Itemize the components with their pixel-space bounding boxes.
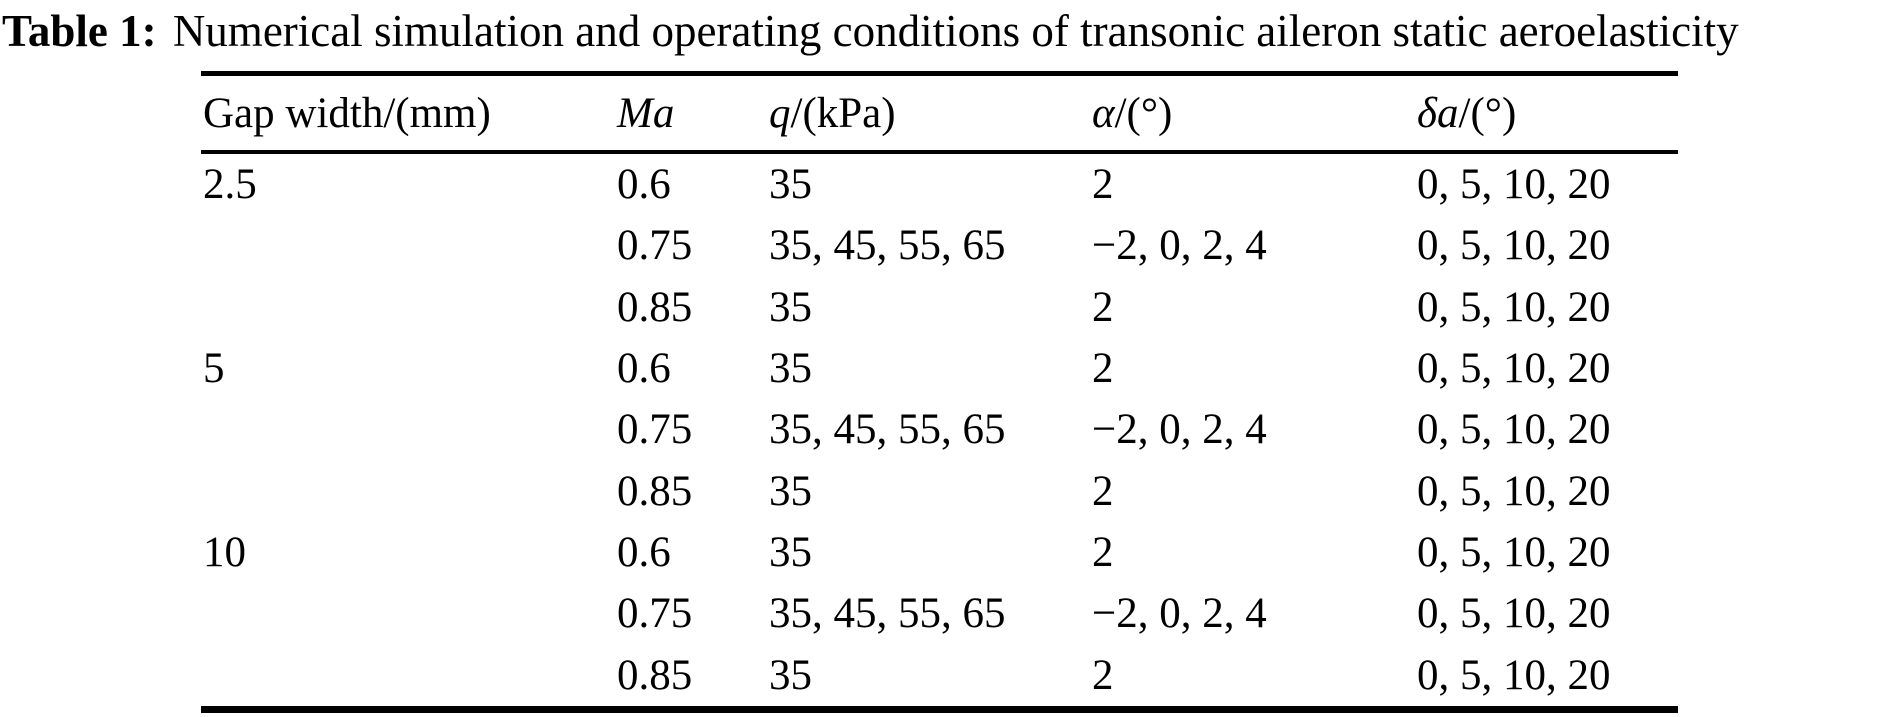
cell-dynamic-pressure: 35: [769, 651, 812, 699]
cell-mach: 0.6: [617, 345, 671, 393]
table-row: 0.75 35, 45, 55, 65 −2, 0, 2, 4 0, 5, 10…: [201, 399, 1678, 460]
cell-gap-width: [201, 277, 615, 338]
cell-dynamic-pressure: 35, 45, 55, 65: [769, 222, 1006, 270]
table-caption: Table 1: Numerical simulation and operati…: [2, 4, 1739, 58]
cell-dynamic-pressure: 35: [769, 345, 812, 393]
cell-gap-width: [201, 644, 615, 709]
header-roman-part: /(°): [1458, 89, 1517, 137]
cell-dynamic-pressure: 35: [769, 528, 812, 576]
cell-aileron-deflection: 0, 5, 10, 20: [1417, 345, 1611, 393]
table-row: 0.75 35, 45, 55, 65 −2, 0, 2, 4 0, 5, 10…: [201, 583, 1678, 644]
header-italic-part: α: [1092, 89, 1115, 137]
cell-aileron-deflection: 0, 5, 10, 20: [1417, 590, 1611, 638]
cell-aileron-deflection: 0, 5, 10, 20: [1417, 528, 1611, 576]
table-row: 0.85 35 2 0, 5, 10, 20: [201, 460, 1678, 521]
header-roman-part: Gap width/(mm): [203, 89, 491, 137]
cell-alpha: −2, 0, 2, 4: [1092, 222, 1267, 270]
header-row: Gap width/(mm) Ma q/(kPa) α/(°) δa/(°): [201, 73, 1678, 154]
cell-gap-width: 2.5: [203, 161, 257, 209]
cell-gap-width: [201, 583, 615, 644]
cell-alpha: −2, 0, 2, 4: [1092, 406, 1267, 454]
cell-gap-width: [201, 215, 615, 276]
header-italic-part: δa: [1417, 89, 1459, 137]
cell-gap-width: [201, 399, 615, 460]
cell-alpha: 2: [1092, 283, 1114, 331]
cell-mach: 0.6: [617, 161, 671, 209]
col-header-dynamic-pressure: q/(kPa): [767, 73, 1090, 154]
col-header-mach: Ma: [615, 73, 767, 154]
cell-alpha: 2: [1092, 651, 1114, 699]
cell-mach: 0.85: [617, 651, 693, 699]
table-row: 10 0.6 35 2 0, 5, 10, 20: [201, 522, 1678, 583]
cell-aileron-deflection: 0, 5, 10, 20: [1417, 651, 1611, 699]
table-row: 0.75 35, 45, 55, 65 −2, 0, 2, 4 0, 5, 10…: [201, 215, 1678, 276]
col-header-gap-width: Gap width/(mm): [201, 73, 615, 154]
cell-alpha: 2: [1092, 467, 1114, 515]
header-italic-part: q: [769, 89, 791, 137]
cell-mach: 0.85: [617, 467, 693, 515]
table-caption-text: Numerical simulation and operating condi…: [172, 6, 1739, 56]
cell-mach: 0.75: [617, 406, 693, 454]
cell-alpha: 2: [1092, 345, 1114, 393]
table-row: 0.85 35 2 0, 5, 10, 20: [201, 644, 1678, 709]
cell-aileron-deflection: 0, 5, 10, 20: [1417, 283, 1611, 331]
cell-mach: 0.75: [617, 222, 693, 270]
cell-mach: 0.6: [617, 528, 671, 576]
table-row: 2.5 0.6 35 2 0, 5, 10, 20: [201, 152, 1678, 215]
table-row: 0.85 35 2 0, 5, 10, 20: [201, 277, 1678, 338]
cell-dynamic-pressure: 35: [769, 283, 812, 331]
cell-gap-width: 10: [203, 528, 246, 576]
cell-aileron-deflection: 0, 5, 10, 20: [1417, 161, 1611, 209]
cell-aileron-deflection: 0, 5, 10, 20: [1417, 222, 1611, 270]
cell-dynamic-pressure: 35: [769, 161, 812, 209]
cell-dynamic-pressure: 35: [769, 467, 812, 515]
cell-dynamic-pressure: 35, 45, 55, 65: [769, 406, 1006, 454]
cell-alpha: −2, 0, 2, 4: [1092, 590, 1267, 638]
cell-gap-width: 5: [203, 345, 225, 393]
header-italic-part: Ma: [617, 89, 675, 137]
cell-aileron-deflection: 0, 5, 10, 20: [1417, 406, 1611, 454]
cell-gap-width: [201, 460, 615, 521]
operating-conditions-table: Gap width/(mm) Ma q/(kPa) α/(°) δa/(°) 2…: [201, 71, 1678, 713]
table-caption-label: Table 1:: [2, 6, 157, 56]
cell-dynamic-pressure: 35, 45, 55, 65: [769, 590, 1006, 638]
col-header-alpha: α/(°): [1090, 73, 1415, 154]
col-header-aileron-deflection: δa/(°): [1415, 73, 1678, 154]
cell-alpha: 2: [1092, 528, 1114, 576]
cell-aileron-deflection: 0, 5, 10, 20: [1417, 467, 1611, 515]
header-roman-part: /(°): [1114, 89, 1173, 137]
cell-mach: 0.85: [617, 283, 693, 331]
cell-alpha: 2: [1092, 161, 1114, 209]
table-row: 5 0.6 35 2 0, 5, 10, 20: [201, 338, 1678, 399]
cell-mach: 0.75: [617, 590, 693, 638]
header-roman-part: /(kPa): [790, 89, 896, 137]
